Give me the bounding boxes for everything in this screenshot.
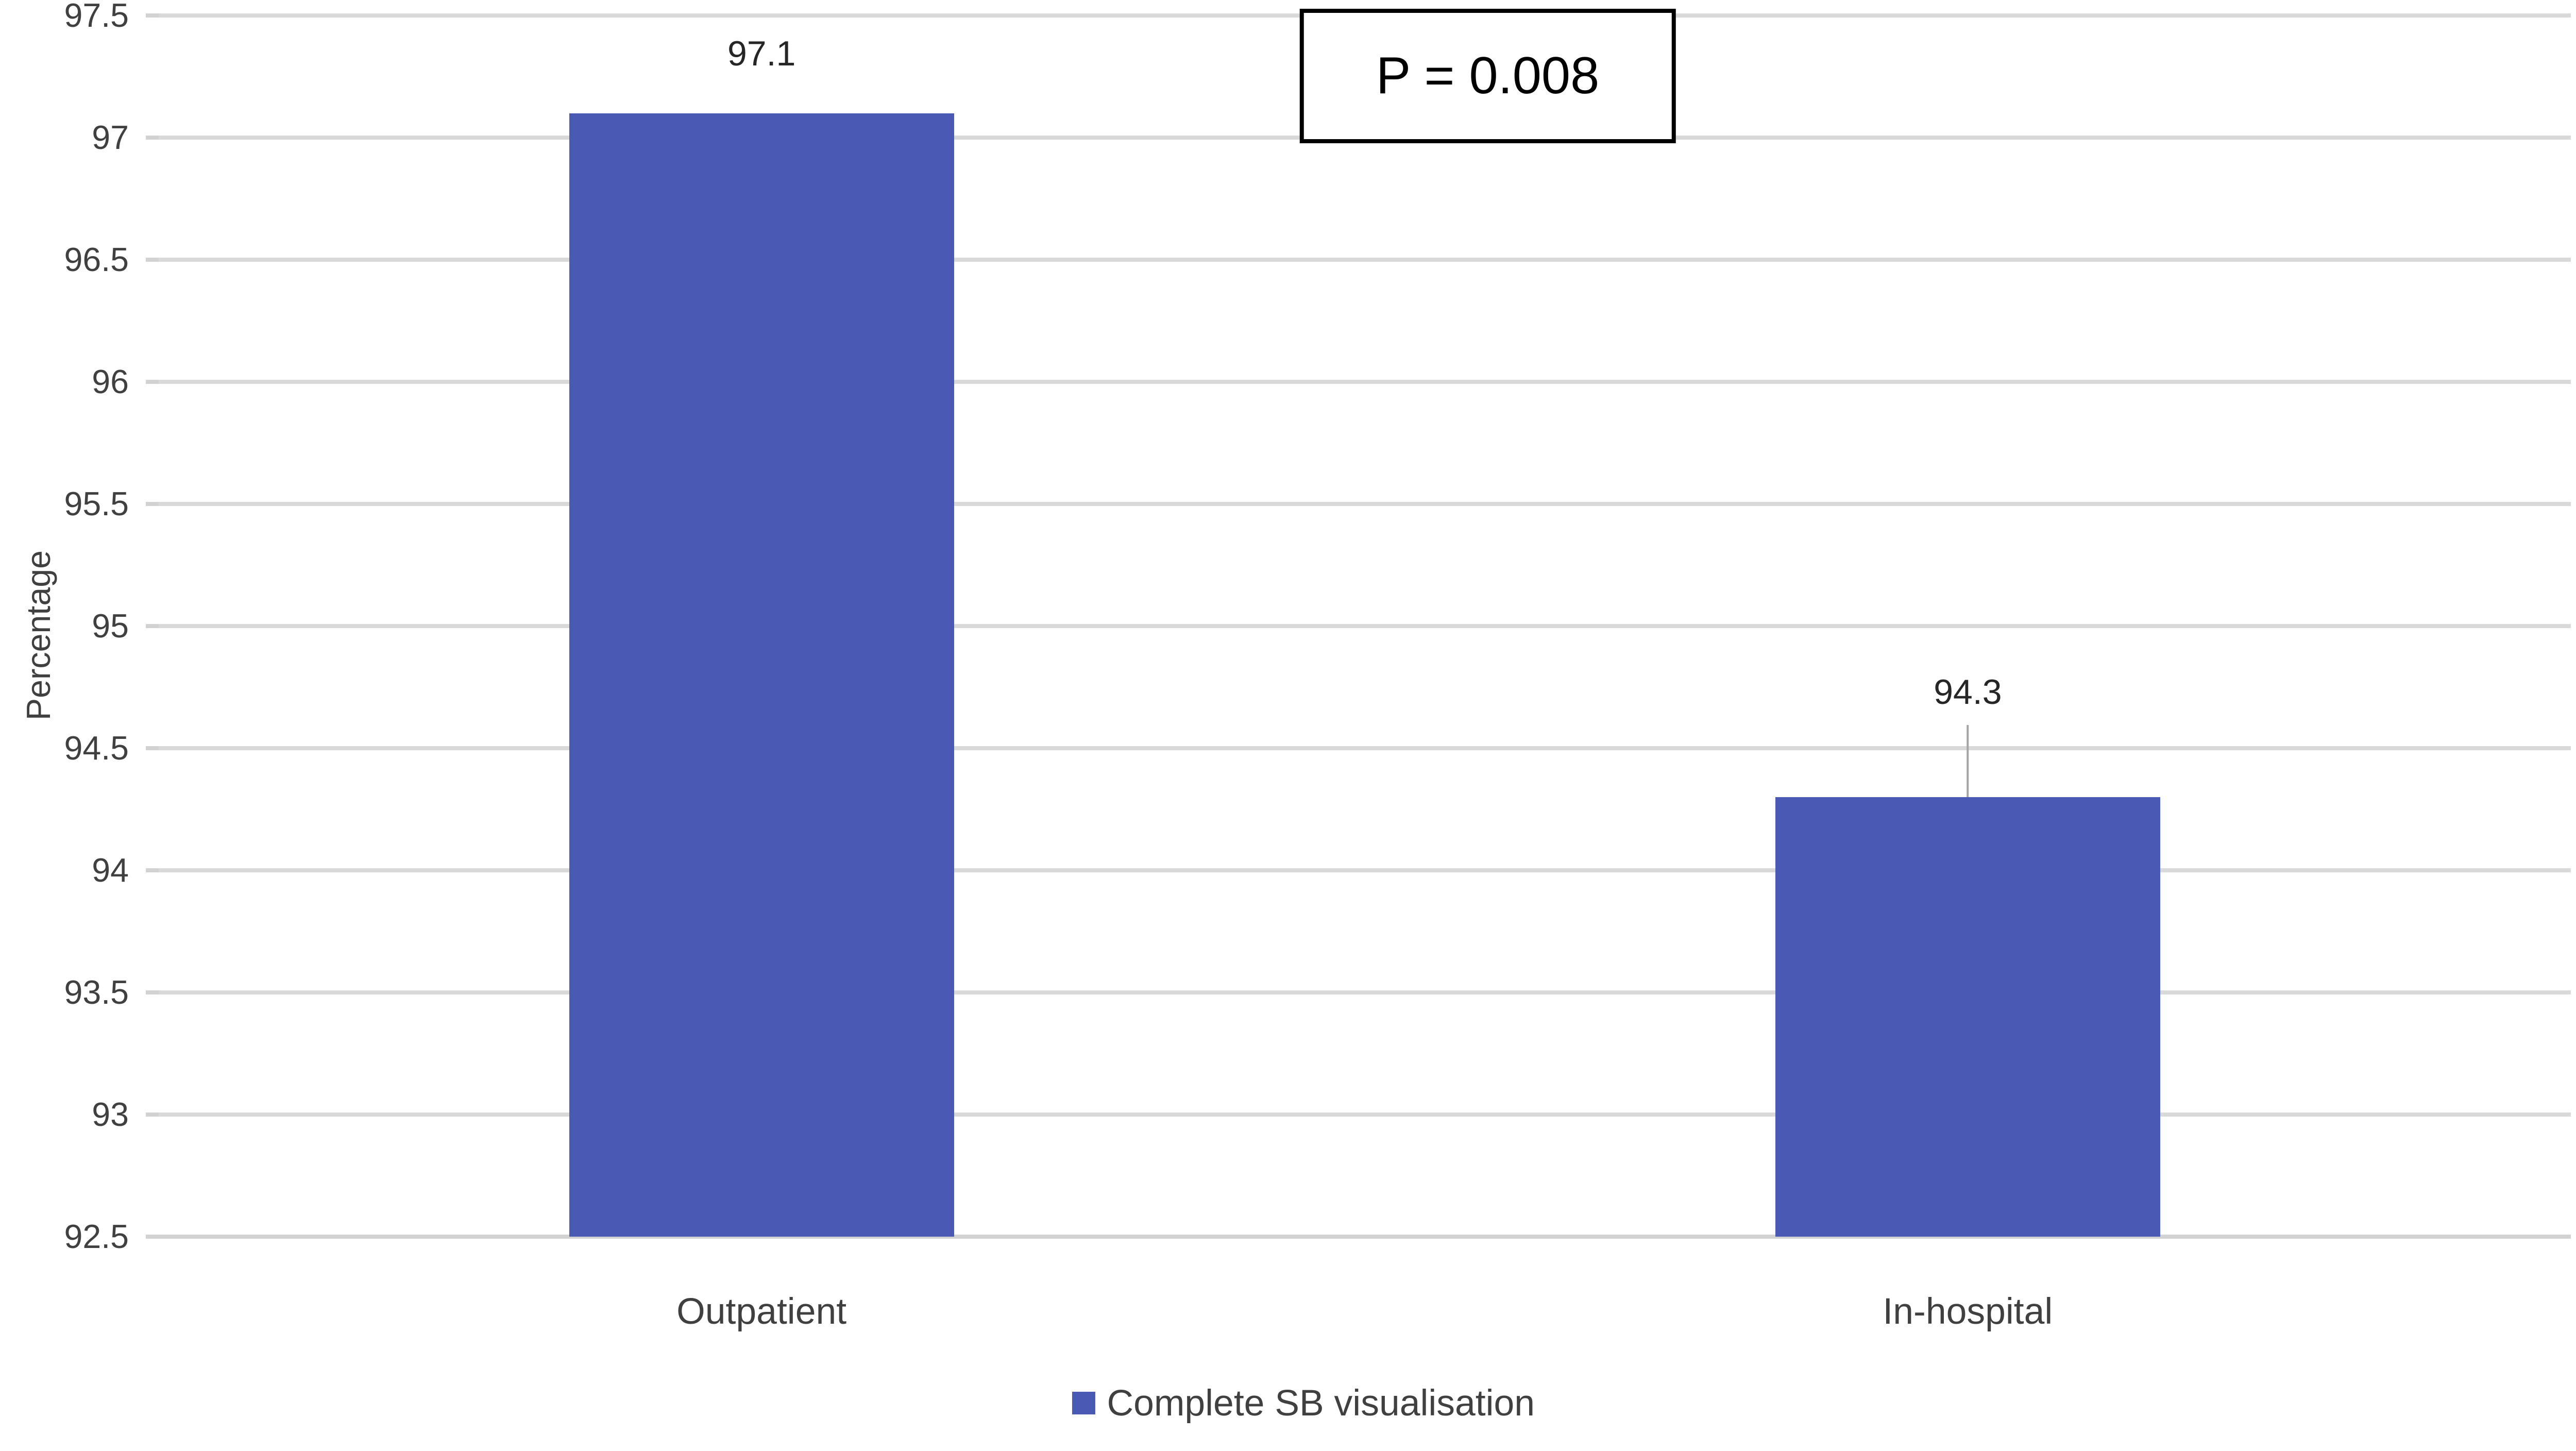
y-tick-label: 95.5	[64, 485, 129, 523]
data-label-leader-line	[1967, 725, 1969, 797]
legend-label: Complete SB visualisation	[1107, 1382, 1535, 1424]
y-tick-mark	[145, 1112, 159, 1117]
y-tick-mark	[145, 990, 159, 995]
p-value-text: P = 0.008	[1376, 46, 1600, 105]
y-tick-label: 92.5	[64, 1218, 129, 1256]
legend: Complete SB visualisation	[1072, 1382, 1535, 1424]
y-tick-mark	[145, 136, 159, 140]
y-tick-mark	[145, 13, 159, 18]
y-tick-label: 93.5	[64, 974, 129, 1011]
y-tick-label: 95	[92, 608, 129, 645]
gridline	[158, 258, 2571, 262]
y-tick-label: 97.5	[64, 0, 129, 35]
y-tick-label: 94.5	[64, 730, 129, 767]
y-tick-label: 96.5	[64, 241, 129, 279]
y-tick-mark	[145, 746, 159, 751]
plot-area: P = 0.008 97.5 97 96.5 96 95.5 95 94.5 94 93.5 93…	[64, 0, 2571, 1332]
y-tick-label: 96	[92, 363, 129, 401]
y-tick-mark	[145, 502, 159, 507]
y-tick-label: 97	[92, 119, 129, 157]
y-tick-label: 93	[92, 1096, 129, 1134]
y-tick-label: 94	[92, 852, 129, 889]
bar-outpatient	[569, 113, 954, 1237]
gridline	[158, 624, 2571, 629]
gridline	[158, 380, 2571, 384]
bar-in-hospital	[1775, 797, 2160, 1237]
gridline	[158, 990, 2571, 995]
gridline	[158, 746, 2571, 751]
y-tick-mark	[145, 1235, 159, 1239]
y-tick-mark	[145, 258, 159, 262]
p-value-annotation-box: P = 0.008	[1299, 9, 1676, 143]
x-category-label-in-hospital: In-hospital	[1883, 1290, 2053, 1332]
data-label-outpatient: 97.1	[727, 33, 796, 73]
x-category-label-outpatient: Outpatient	[676, 1290, 847, 1332]
y-tick-mark	[145, 380, 159, 384]
gridline	[158, 868, 2571, 873]
data-label-in-hospital: 94.3	[1934, 672, 2002, 712]
y-tick-mark	[145, 868, 159, 873]
x-axis-line	[158, 1235, 2571, 1239]
legend-swatch	[1072, 1391, 1095, 1415]
gridline	[158, 1112, 2571, 1117]
y-axis-title: Percentage	[20, 550, 57, 721]
y-tick-mark	[145, 624, 159, 629]
gridline	[158, 502, 2571, 507]
